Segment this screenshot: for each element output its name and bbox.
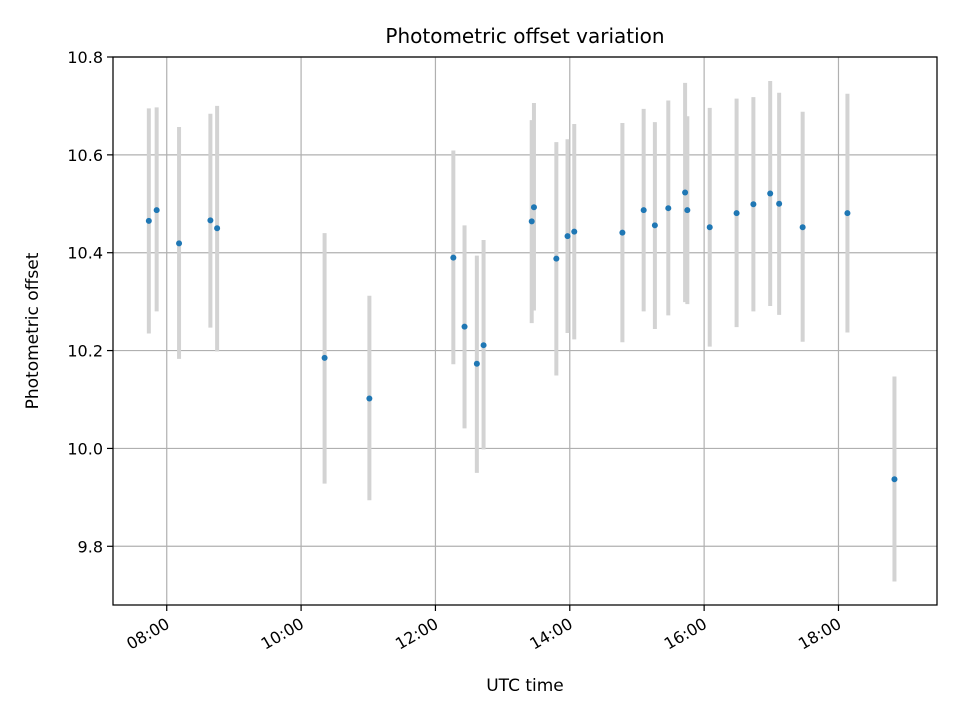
data-point [564,233,571,240]
data-point [619,229,626,236]
data-point [366,395,373,402]
plot-frame [112,56,938,606]
data-point [684,207,691,214]
data-point [640,207,647,214]
data-point [553,255,560,262]
data-point [461,323,468,330]
data-point [528,218,535,225]
chart-title: Photometric offset variation [385,24,664,48]
x-axis-title: UTC time [486,676,564,696]
data-point [733,210,740,217]
data-point [480,342,487,349]
data-point [844,210,851,217]
y-tick-label: 10.6 [67,146,103,165]
data-point [682,189,689,196]
y-axis-ticks: 9.8 10.0 10.2 10.4 10.6 10.8 [67,48,113,556]
data-point [530,204,537,211]
data-point [891,476,898,483]
x-axis-ticks: 08:00 10:00 12:00 14:00 16:00 18:00 [123,605,844,654]
y-tick-label: 10.4 [67,244,103,263]
data-point [450,254,457,261]
data-point [665,205,672,212]
data-point [799,224,806,231]
y-tick-label: 10.2 [67,342,103,361]
y-axis-title: Photometric offset [23,252,43,409]
data-point [176,240,183,247]
data-points [145,189,898,483]
data-point [767,190,774,197]
data-point [571,228,578,235]
data-point [214,225,221,232]
data-point [145,217,152,224]
y-tick-label: 10.8 [67,48,103,67]
data-point [207,217,214,224]
data-point [153,207,160,214]
data-point [776,200,783,207]
y-tick-label: 9.8 [78,537,103,556]
data-point [750,201,757,208]
y-tick-label: 10.0 [67,439,103,458]
data-point [321,354,328,361]
data-point [473,360,480,367]
data-point [651,222,658,229]
data-point [706,224,713,231]
